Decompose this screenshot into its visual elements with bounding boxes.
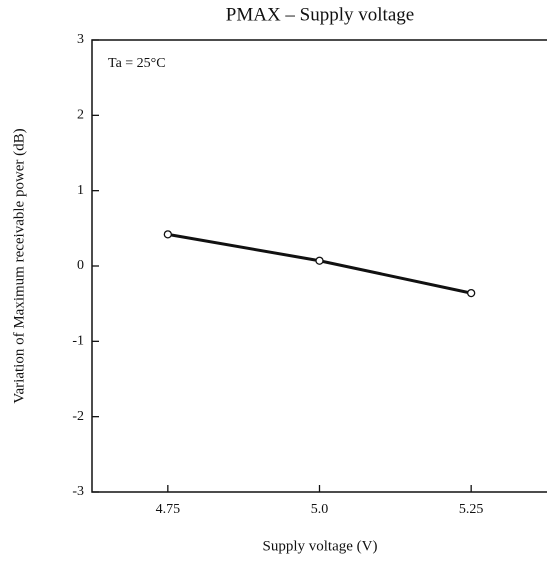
y-tick-label: -1 — [72, 334, 84, 349]
x-tick-label: 5.25 — [459, 502, 484, 517]
annotation: Ta = 25°C — [108, 56, 166, 71]
chart-title: PMAX – Supply voltage — [226, 4, 414, 25]
y-tick-label: 0 — [77, 258, 84, 273]
point — [467, 288, 476, 298]
y-tick-label: -3 — [72, 484, 84, 499]
point — [163, 230, 172, 239]
x-tick-label: 4.75 — [156, 502, 181, 517]
x-tick-label: 5.0 — [311, 502, 329, 517]
x-axis-label: Supply voltage (V) — [263, 538, 378, 554]
y-tick-label: 3 — [77, 32, 84, 47]
point — [315, 256, 324, 265]
y-tick-label: -2 — [72, 409, 84, 424]
plot-frame — [91, 39, 547, 493]
y-axis-label: Variation of Maximum receivable power (d… — [11, 128, 27, 403]
y-tick-label: 2 — [77, 108, 84, 123]
y-tick-label: 1 — [77, 183, 84, 198]
